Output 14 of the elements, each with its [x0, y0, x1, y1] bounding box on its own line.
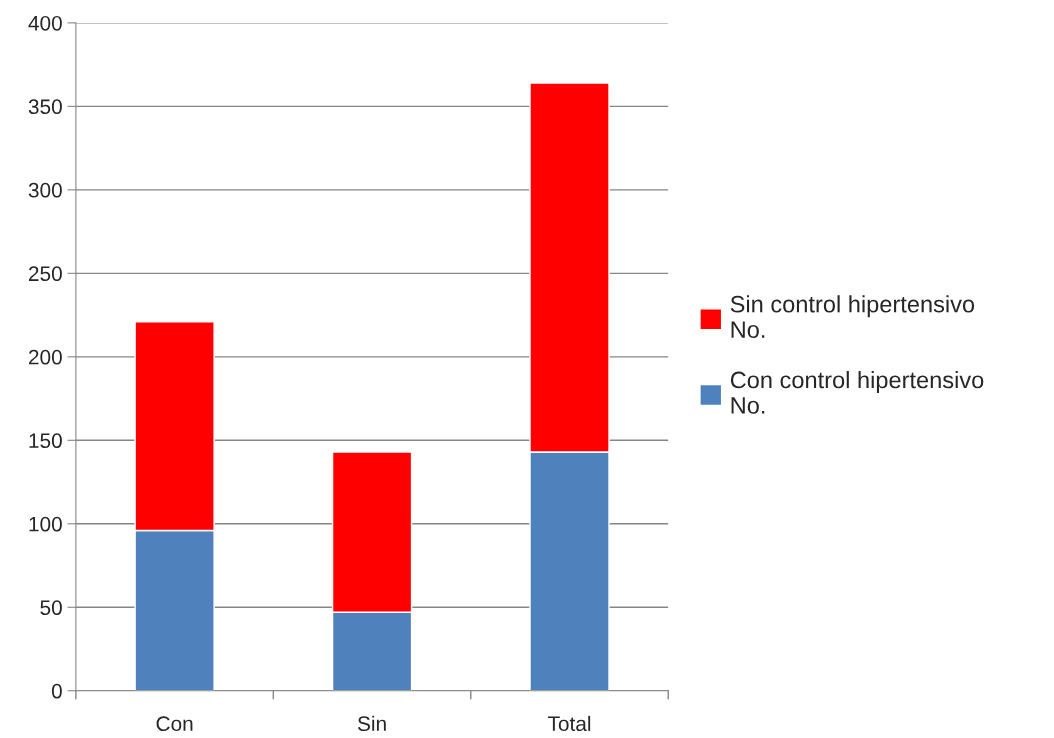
legend-label: Con control hipertensivo No. — [730, 370, 984, 414]
y-tick-label: 0 — [51, 683, 62, 699]
x-tick-label: Con — [156, 716, 193, 732]
y-tick-label: 200 — [28, 349, 62, 365]
legend-label: Sin control hipertensivo No. — [730, 295, 975, 338]
y-tick-label: 350 — [28, 99, 62, 115]
y-tick-label: 100 — [29, 516, 62, 532]
x-tick-label: Total — [547, 715, 591, 732]
x-tick-label: Sin — [357, 715, 386, 732]
y-tick-label: 150 — [29, 433, 62, 449]
y-tick-label: 400 — [28, 15, 62, 31]
y-tick-label: 250 — [28, 266, 62, 282]
y-tick-label: 50 — [40, 600, 62, 616]
y-tick-label: 300 — [28, 182, 62, 198]
